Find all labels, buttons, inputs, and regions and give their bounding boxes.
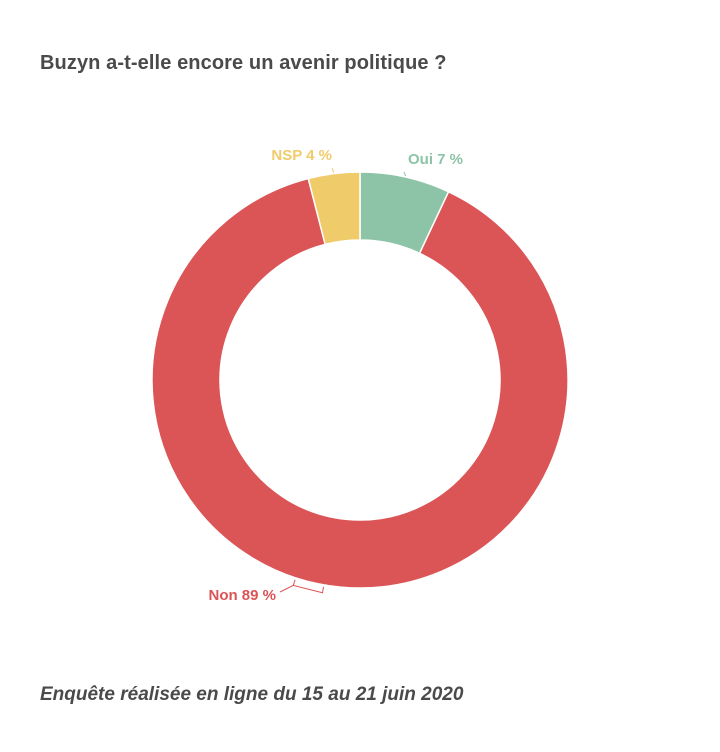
leader-line-non: [279, 584, 325, 594]
leader-line-oui: [403, 171, 407, 177]
slice-label-oui: Oui 7 %: [408, 151, 463, 168]
leader-line-nsp: [331, 167, 335, 173]
chart-footnote: Enquête réalisée en ligne du 15 au 21 ju…: [40, 684, 464, 705]
chart-title: Buzyn a-t-elle encore un avenir politiqu…: [40, 52, 447, 74]
slice-non: [151, 177, 569, 589]
slice-label-non: Non 89 %: [208, 587, 276, 604]
slice-label-nsp: NSP 4 %: [271, 147, 332, 164]
slice-nsp: [307, 171, 361, 246]
leader-tick-non: [292, 579, 296, 586]
